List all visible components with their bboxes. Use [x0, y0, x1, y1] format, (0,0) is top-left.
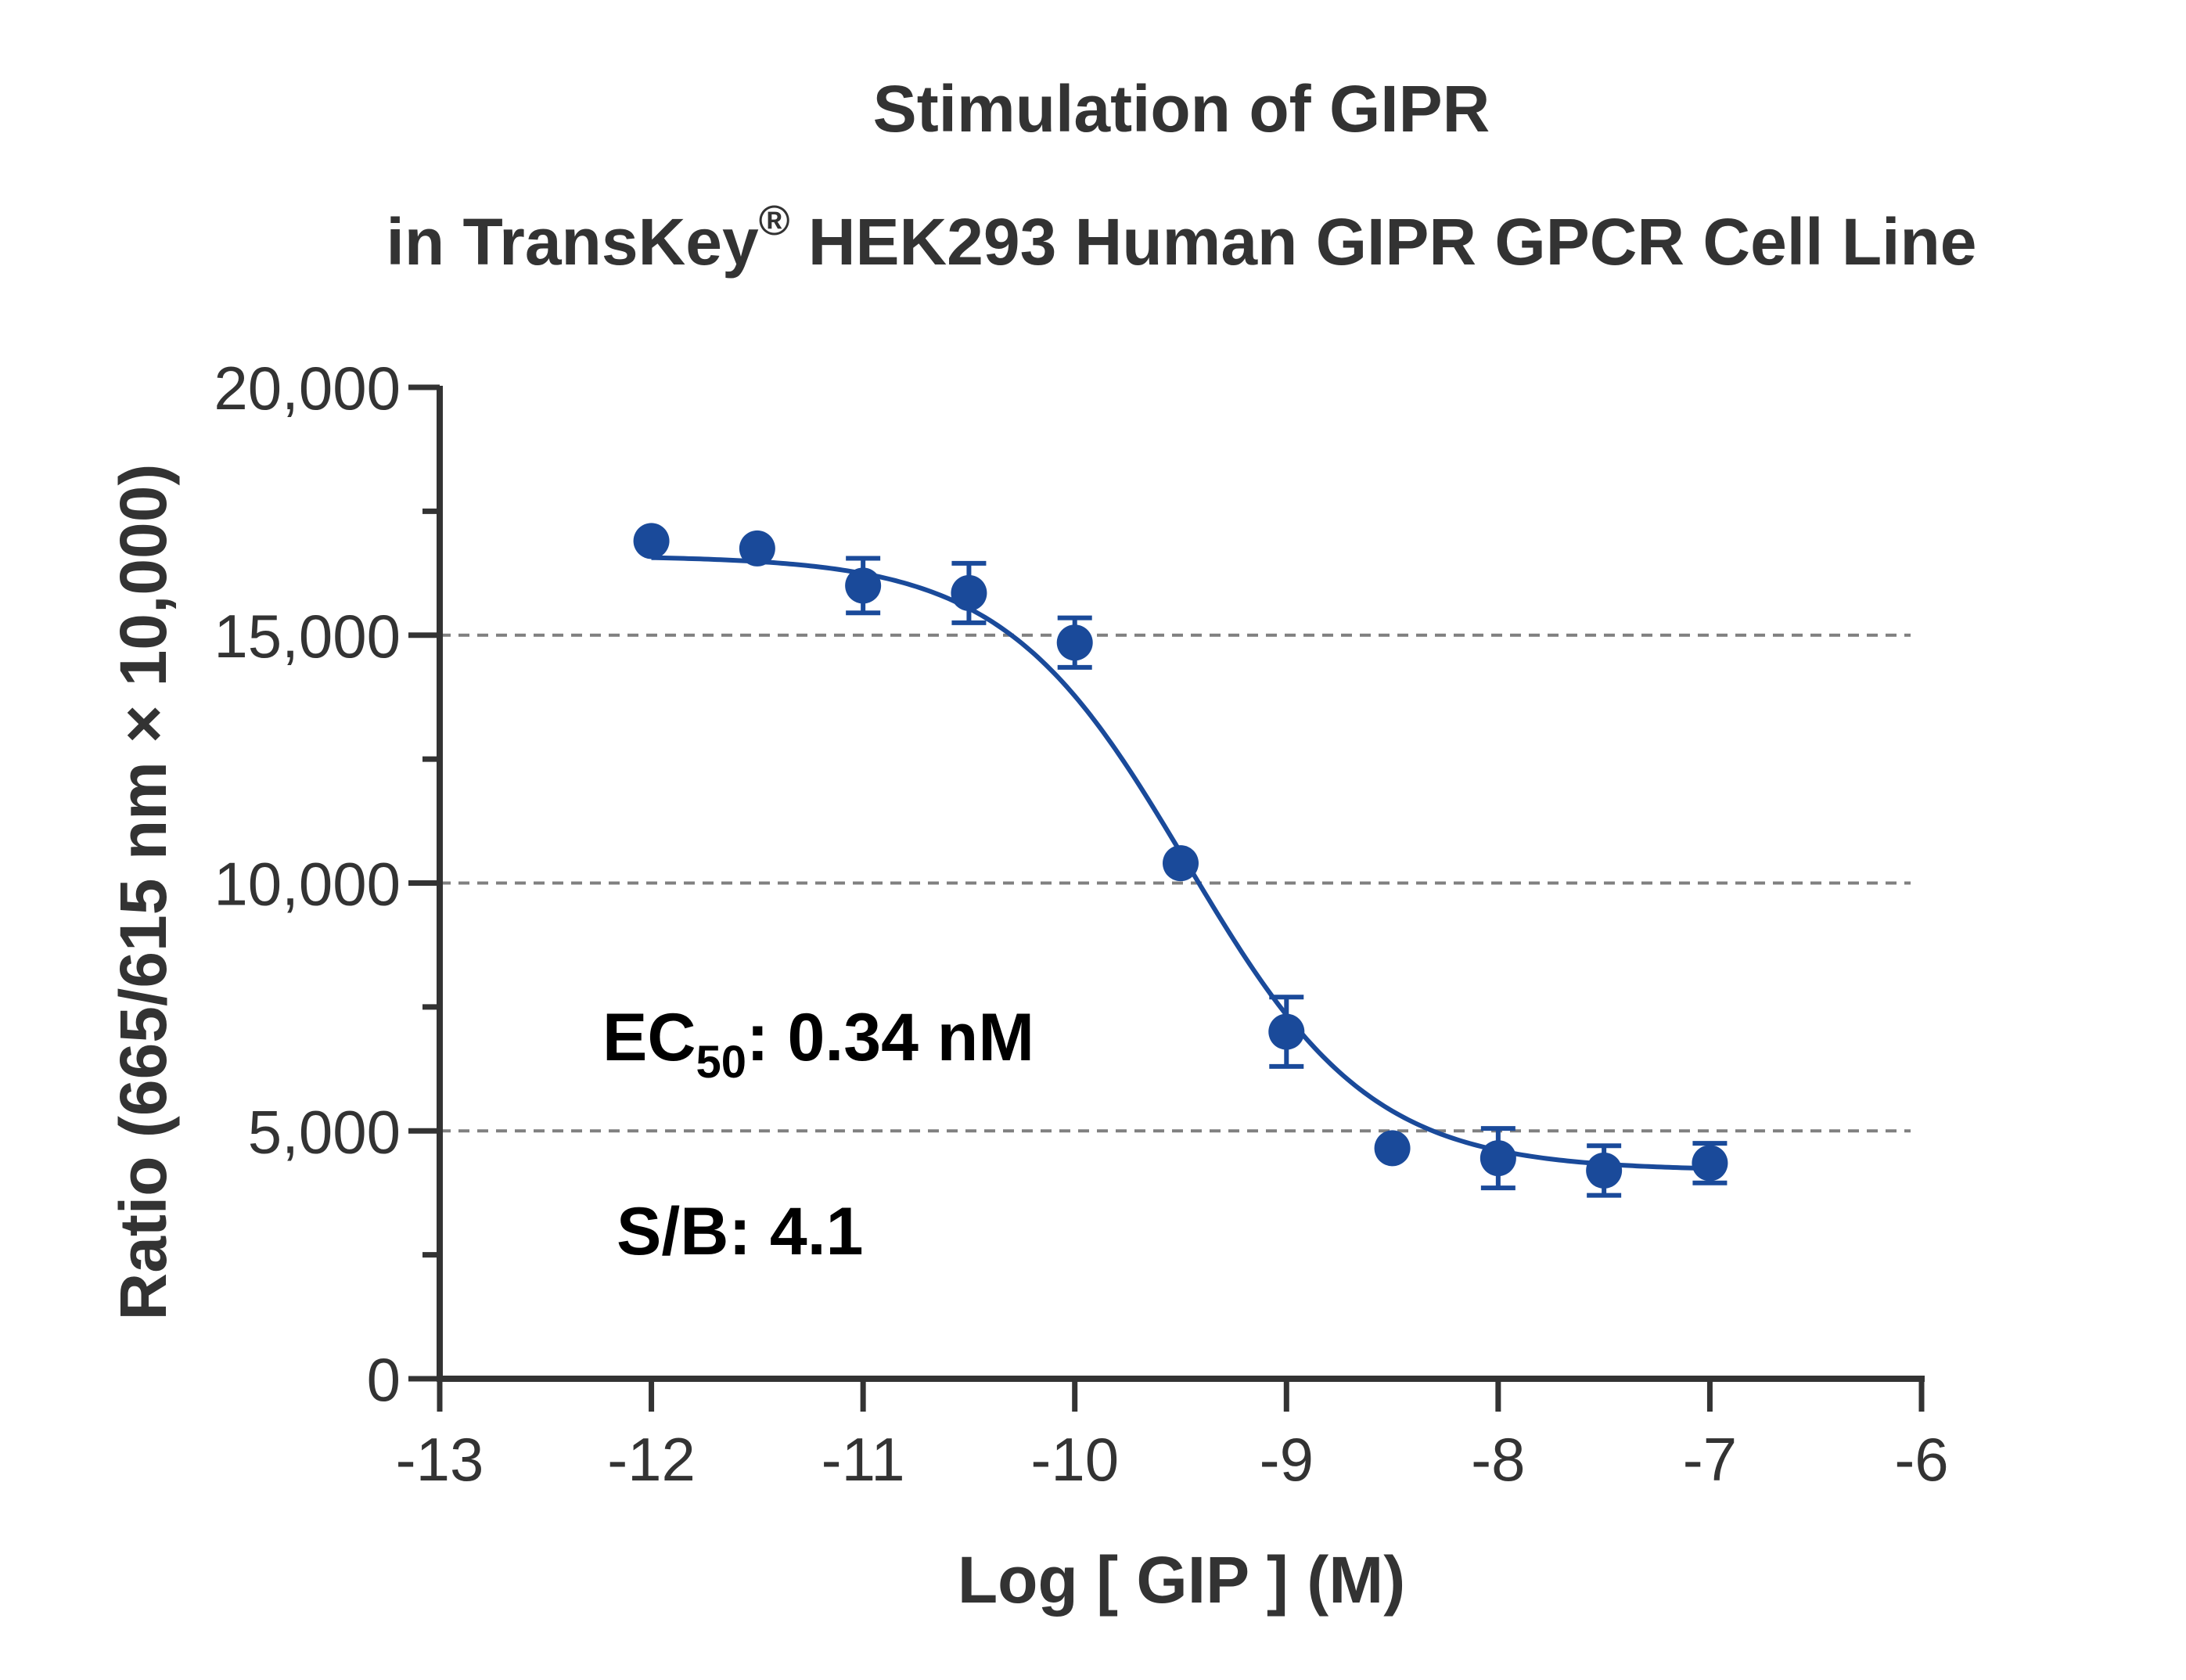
y-axis-title: Ratio (665/615 nm × 10,000) — [106, 464, 180, 1321]
chart-title-line2-suffix: HEK293 Human GIPR GPCR Cell Line — [789, 205, 1976, 279]
data-point — [739, 530, 775, 567]
ec50-annotation: EC50: 0.34 nM — [602, 1000, 1034, 1088]
data-point — [1056, 624, 1093, 661]
y-tick-label: 20,000 — [214, 354, 401, 423]
data-point — [633, 523, 670, 559]
data-point — [951, 574, 987, 611]
ec50-value: : 0.34 nM — [746, 1000, 1034, 1075]
data-point — [1586, 1152, 1623, 1189]
chart-title-line2-prefix: in TransKey — [386, 205, 758, 279]
x-tick-label: -8 — [1471, 1425, 1525, 1494]
sb-annotation: S/B: 4.1 — [617, 1194, 863, 1269]
y-tick-label: 0 — [367, 1345, 401, 1414]
data-point — [1374, 1130, 1411, 1167]
axis-layer: 0 5,000 10,000 15,000 20,000 -13 -12 -11 -10 -9 -8… — [214, 354, 1948, 1494]
x-tick-label: -11 — [822, 1425, 905, 1494]
data-point — [1163, 845, 1199, 882]
y-tick-label: 10,000 — [214, 850, 401, 919]
x-tick-label: -9 — [1260, 1425, 1314, 1494]
ec50-subscript: 50 — [696, 1037, 746, 1088]
x-tick-label: -10 — [1030, 1425, 1119, 1494]
registered-mark: ® — [759, 197, 790, 244]
grid-layer — [440, 633, 1911, 1133]
data-point — [1480, 1140, 1516, 1177]
x-tick-label: -13 — [396, 1425, 484, 1494]
x-tick-label: -12 — [607, 1425, 696, 1494]
x-tick-label: -6 — [1894, 1425, 1948, 1494]
chart-title-line2: in TransKey® HEK293 Human GIPR GPCR Cell… — [386, 197, 1976, 279]
data-point-layer — [633, 523, 1728, 1198]
y-tick-label: 15,000 — [214, 602, 401, 671]
data-point — [1692, 1145, 1728, 1182]
ec50-prefix: EC — [602, 1000, 696, 1075]
data-point — [845, 567, 882, 604]
x-axis-title: Log [ GIP ] (M) — [958, 1543, 1405, 1617]
data-point — [1268, 1013, 1305, 1050]
y-tick-label: 5,000 — [248, 1097, 401, 1166]
x-tick-label: -7 — [1683, 1425, 1737, 1494]
chart-title-line1: Stimulation of GIPR — [873, 72, 1490, 146]
